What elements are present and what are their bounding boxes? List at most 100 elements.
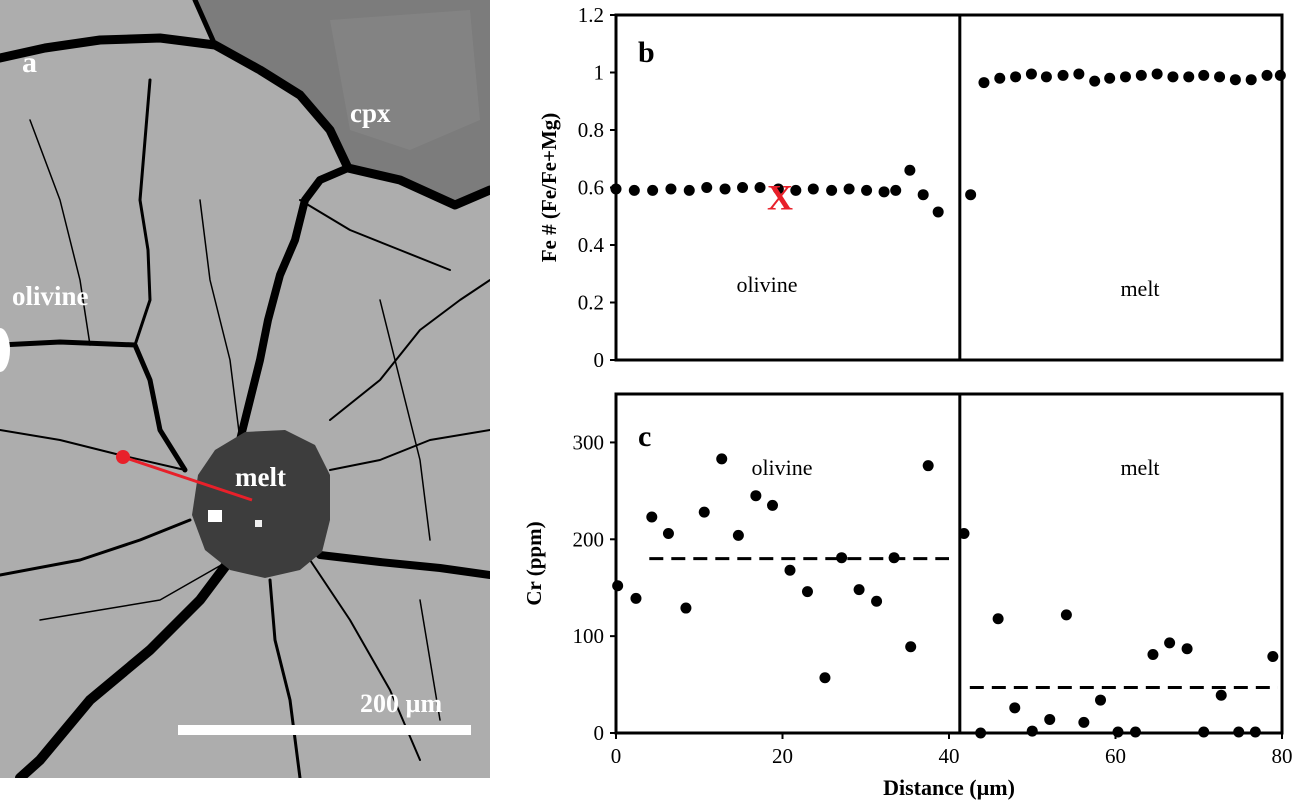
data-point	[1183, 71, 1195, 83]
data-point	[843, 183, 855, 195]
data-point	[905, 641, 917, 653]
melt-crystal	[255, 520, 262, 527]
data-point	[1214, 71, 1226, 83]
data-point	[1073, 68, 1085, 80]
cracks	[0, 0, 490, 778]
data-point	[630, 592, 642, 604]
data-point	[965, 189, 977, 201]
data-point	[612, 580, 624, 592]
data-point	[890, 184, 902, 196]
y-tick-label: 0.8	[578, 118, 604, 142]
melt-inclusion	[192, 430, 330, 578]
y-tick-label: 200	[573, 527, 605, 551]
data-point	[610, 183, 622, 195]
data-point	[1249, 726, 1261, 738]
data-point	[754, 182, 766, 193]
data-point	[1164, 637, 1176, 649]
data-point	[1112, 726, 1124, 738]
data-point	[932, 206, 944, 218]
x-tick-label: 40	[939, 744, 960, 768]
y-tick-label: 0.6	[578, 176, 604, 200]
data-point	[1215, 689, 1227, 701]
y-tick-label: 0.2	[578, 291, 604, 315]
data-point	[1057, 69, 1069, 81]
data-point	[888, 552, 900, 564]
data-point	[1245, 74, 1257, 86]
region-label-olivine: olivine	[751, 455, 812, 480]
data-point	[1095, 694, 1107, 706]
scale-bar-label: 200 µm	[360, 689, 442, 718]
data-point	[826, 184, 838, 196]
y-axis-label: Cr (ppm)	[522, 521, 546, 605]
region-label-olivine: olivine	[736, 272, 797, 297]
x-axis-label: Distance (µm)	[883, 775, 1015, 800]
region-label-melt: melt	[1120, 276, 1159, 301]
data-point	[1040, 71, 1052, 83]
data-point	[662, 527, 674, 539]
x-tick-label: 80	[1272, 744, 1293, 768]
data-point	[1151, 68, 1163, 80]
data-point	[647, 184, 659, 196]
data-point	[1267, 650, 1279, 662]
label-olivine-a: olivine	[12, 281, 89, 311]
data-point	[737, 182, 749, 193]
data-point	[871, 595, 883, 607]
data-point	[978, 77, 990, 89]
data-point	[992, 613, 1004, 625]
data-point	[683, 184, 695, 196]
data-point	[1089, 75, 1101, 87]
data-point	[716, 453, 728, 465]
region-label-melt: melt	[1120, 455, 1159, 480]
data-point	[1044, 713, 1056, 725]
micrograph-panel: a cpx olivine melt 200 µm	[0, 0, 490, 778]
y-tick-label: 0	[594, 721, 605, 745]
data-point	[719, 183, 731, 195]
data-point	[878, 186, 890, 198]
profile-start	[116, 450, 130, 464]
data-point	[958, 527, 970, 539]
data-point	[922, 460, 934, 472]
data-point	[1078, 716, 1090, 728]
data-point	[1025, 68, 1037, 80]
data-point	[819, 672, 831, 684]
data-point	[790, 184, 802, 196]
data-point	[1009, 702, 1021, 714]
panel-letter-c: c	[638, 420, 651, 453]
data-point	[1198, 69, 1210, 81]
data-point	[1233, 726, 1245, 738]
data-point	[1261, 69, 1273, 81]
data-point	[1026, 725, 1038, 737]
data-point	[1119, 71, 1131, 83]
data-point	[975, 727, 987, 739]
data-point	[646, 511, 658, 523]
data-point	[1060, 609, 1072, 621]
data-point	[772, 183, 784, 195]
data-point	[904, 164, 916, 176]
data-point	[836, 552, 848, 564]
chart-b: 0 0.2 0.4 0.6 0.8 1 1.2 Xb olivine melt Fe # (Fe/F…	[537, 3, 1286, 372]
x-tick-label: 60	[1105, 744, 1126, 768]
y-tick-label: 1	[594, 61, 605, 85]
data-point	[1129, 726, 1141, 738]
data-point	[1167, 71, 1179, 83]
cpx-shade	[330, 10, 480, 150]
data-point	[1198, 726, 1210, 738]
data-point	[698, 506, 710, 518]
data-point	[801, 586, 813, 598]
y-tick-label: 300	[573, 430, 605, 454]
profile-line	[122, 455, 253, 502]
data-point	[665, 183, 677, 195]
y-tick-label: 0.4	[578, 233, 605, 257]
data-point	[1010, 71, 1022, 83]
data-point	[680, 602, 692, 614]
data-point	[732, 529, 744, 541]
data-point	[767, 499, 779, 511]
data-point	[1135, 69, 1147, 81]
data-point	[628, 184, 640, 196]
data-point	[861, 184, 873, 196]
x-tick-label: 20	[772, 744, 793, 768]
scale-bar	[178, 725, 471, 735]
data-point	[1147, 649, 1159, 661]
panel-letter-a: a	[22, 46, 37, 79]
